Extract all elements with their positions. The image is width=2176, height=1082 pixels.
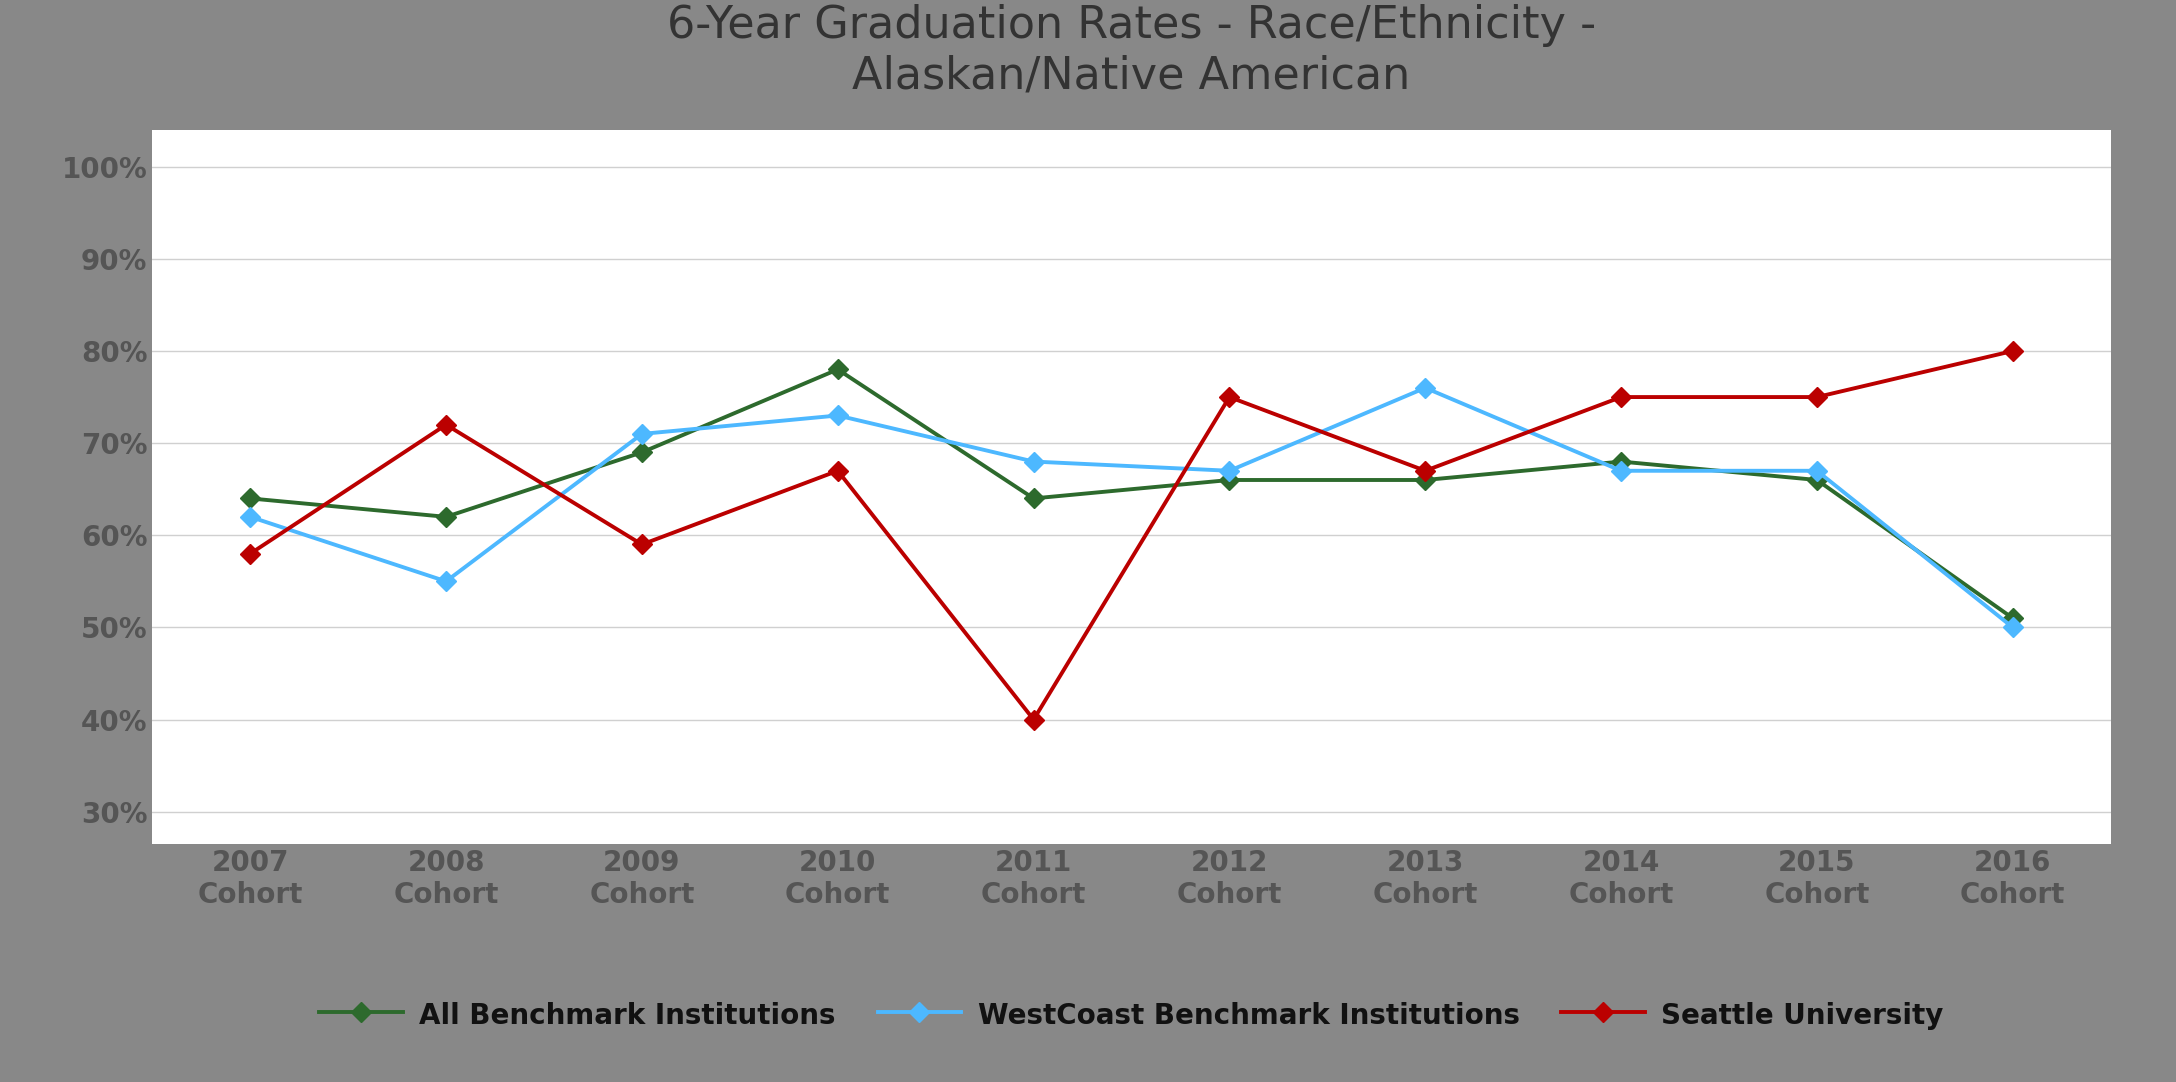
All Benchmark Institutions [629,446,655,459]
Line: All Benchmark Institutions: All Benchmark Institutions [244,362,2019,625]
WestCoast Benchmark Institutions [237,511,263,524]
Seattle University [433,419,459,432]
All Benchmark Institutions [2000,611,2026,624]
Line: WestCoast Benchmark Institutions: WestCoast Benchmark Institutions [244,381,2019,634]
WestCoast Benchmark Institutions [2000,621,2026,634]
All Benchmark Institutions [825,362,851,375]
WestCoast Benchmark Institutions [1804,464,1830,477]
All Benchmark Institutions [1804,474,1830,487]
WestCoast Benchmark Institutions [629,427,655,440]
Legend: All Benchmark Institutions, WestCoast Benchmark Institutions, Seattle University: All Benchmark Institutions, WestCoast Be… [320,1001,1943,1030]
All Benchmark Institutions [237,492,263,505]
Seattle University [237,547,263,560]
WestCoast Benchmark Institutions [825,409,851,422]
Seattle University [1021,713,1047,726]
Title: 6-Year Graduation Rates - Race/Ethnicity -
Alaskan/Native American: 6-Year Graduation Rates - Race/Ethnicity… [668,4,1595,97]
All Benchmark Institutions [1412,474,1438,487]
WestCoast Benchmark Institutions [433,575,459,588]
Line: Seattle University: Seattle University [244,344,2019,726]
All Benchmark Institutions [1216,474,1242,487]
Seattle University [629,538,655,551]
WestCoast Benchmark Institutions [1021,456,1047,469]
Seattle University [2000,344,2026,357]
Seattle University [1216,391,1242,404]
Seattle University [1608,391,1634,404]
Seattle University [1412,464,1438,477]
Seattle University [1804,391,1830,404]
WestCoast Benchmark Institutions [1216,464,1242,477]
WestCoast Benchmark Institutions [1412,381,1438,394]
Seattle University [825,464,851,477]
All Benchmark Institutions [1021,492,1047,505]
All Benchmark Institutions [1608,456,1634,469]
WestCoast Benchmark Institutions [1608,464,1634,477]
All Benchmark Institutions [433,511,459,524]
